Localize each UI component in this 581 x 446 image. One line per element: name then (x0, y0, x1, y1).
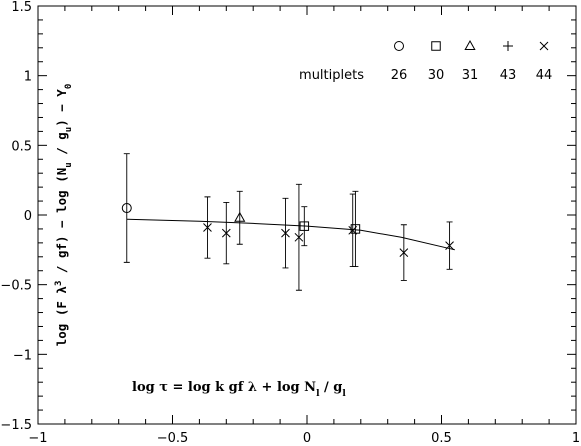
error-bar (352, 190, 359, 268)
relation-annotation: log τ = log k gf λ + log Nl / gl (132, 380, 346, 399)
circle-marker (121, 203, 132, 214)
y-tick-label: 0.5 (11, 139, 32, 154)
y-tick-label: −1 (13, 348, 32, 363)
error-bar (123, 153, 130, 263)
y-tick-label: 1 (24, 70, 32, 85)
error-bar (236, 190, 243, 245)
legend-square-icon (431, 41, 441, 51)
cross-marker (294, 232, 304, 242)
x-tick-label: 1 (572, 431, 580, 446)
legend-label-43: 43 (500, 68, 517, 83)
cross-marker (348, 225, 358, 235)
x-tick-label: 0 (303, 431, 311, 446)
cross-marker (399, 248, 409, 257)
legend-label-31: 31 (462, 68, 479, 83)
x-tick-label: −0.5 (157, 431, 189, 446)
legend: 26 30 31 43 44 multiplets (299, 39, 553, 83)
y-tick-label: 0 (24, 209, 32, 224)
y-tick-label: −1.5 (0, 418, 32, 433)
data-markers (121, 203, 454, 257)
y-axis-label: log (F λ3 / gf) − log (Nu / gu) − Y0 (54, 84, 74, 347)
legend-label-44: 44 (536, 68, 553, 83)
legend-triangle-icon (464, 39, 476, 50)
legend-label-26: 26 (391, 68, 408, 83)
x-tick-label: 0.5 (431, 431, 452, 446)
legend-cross-icon (539, 41, 549, 51)
cross-marker (445, 241, 454, 251)
error-bars (123, 153, 453, 291)
y-tick-label: 1.5 (11, 0, 32, 15)
y-tick-label: −0.5 (0, 279, 32, 294)
legend-plus-icon (503, 41, 513, 51)
square-marker (299, 221, 310, 231)
fit-curve (126, 218, 456, 251)
legend-label-30: 30 (428, 68, 445, 83)
legend-header: multiplets (299, 68, 364, 83)
legend-circle-icon (394, 41, 404, 51)
x-tick-label: −1 (28, 431, 47, 446)
cross-marker (281, 228, 290, 238)
cross-marker (203, 223, 212, 232)
cross-marker (221, 228, 231, 238)
triangle-marker (234, 211, 246, 222)
